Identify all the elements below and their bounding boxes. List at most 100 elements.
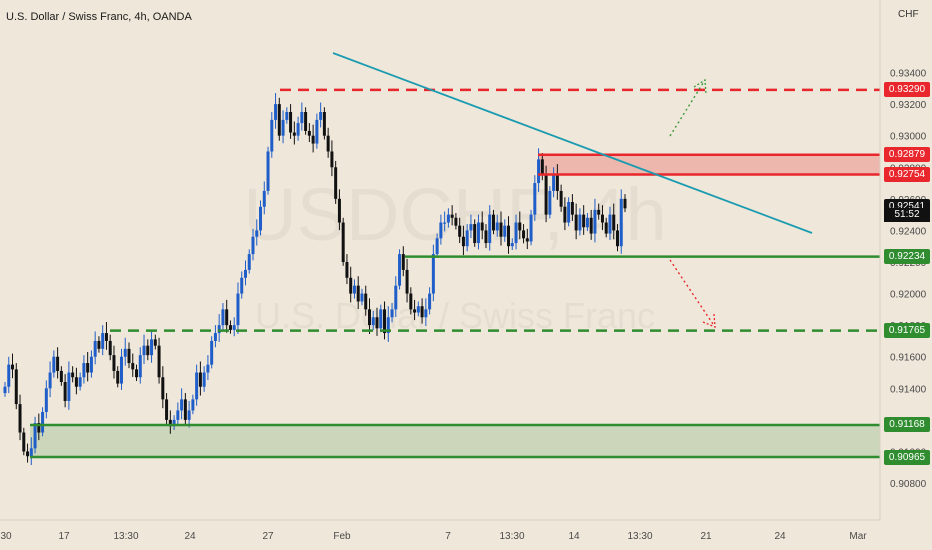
y-tick-label: 0.92400 (890, 226, 927, 237)
candle-body (413, 309, 417, 313)
x-tick-label: 17 (58, 531, 70, 542)
candle-body (14, 369, 18, 405)
candle-body (615, 230, 619, 247)
y-tick-label: 0.90800 (890, 479, 927, 490)
x-tick-label: 14 (568, 531, 580, 542)
x-tick-label: 30 (0, 531, 12, 542)
levels-layer (30, 88, 880, 459)
candle-body (243, 269, 247, 278)
candle-body (198, 372, 202, 387)
candle-body (37, 423, 41, 433)
candle-body (150, 339, 154, 356)
candle-body (379, 309, 383, 329)
candle-body (450, 214, 454, 218)
candle-body (135, 369, 139, 378)
candle-body (473, 224, 477, 244)
candle-body (123, 348, 127, 357)
candle-body (3, 386, 7, 394)
y-tick-label: 0.92000 (890, 290, 927, 301)
candle-body (548, 190, 552, 215)
candle-body (499, 222, 503, 237)
candle-body (352, 285, 356, 294)
price-tag-0-92234: 0.92234 (884, 249, 930, 265)
candle-body (176, 410, 180, 420)
candle-body (255, 230, 259, 237)
candle-body (461, 236, 465, 247)
candle-body (488, 214, 492, 244)
candle-body (390, 309, 394, 318)
price-tag-0-92879: 0.92879 (884, 147, 930, 163)
candle-body (578, 214, 582, 231)
candle-body (567, 202, 571, 223)
trendline[interactable] (332, 52, 813, 234)
price-tag-0-91765: 0.91765 (884, 323, 930, 339)
support-zone-1 (30, 424, 880, 457)
candle-body (138, 355, 142, 378)
candle-body (281, 119, 285, 136)
candle-body (262, 190, 266, 207)
bar-countdown: 51:52 (884, 208, 930, 222)
candles-layer (3, 93, 627, 466)
candle-body (537, 159, 541, 184)
projection-up (669, 78, 707, 137)
watermark-symbol: USDCHF, 4h (243, 173, 667, 256)
candle-body (612, 214, 616, 231)
candle-body (213, 333, 217, 341)
candle-body (514, 222, 518, 244)
candle-body (161, 377, 165, 400)
price-tag-0-91168: 0.91168 (884, 417, 930, 433)
candle-body (458, 225, 462, 237)
candle-body (563, 206, 567, 223)
candle-body (604, 222, 608, 234)
candle-body (285, 112, 289, 120)
candle-body (533, 183, 537, 215)
resistance-zone-0 (538, 154, 880, 175)
candle-body (22, 432, 26, 452)
candle-body (544, 175, 548, 215)
candle-body (367, 309, 371, 326)
candle-body (93, 340, 97, 357)
candle-body (168, 419, 172, 427)
candle-body (266, 151, 270, 191)
candle-body (307, 130, 311, 136)
y-tick-label: 0.91400 (890, 384, 927, 395)
candle-body (56, 356, 60, 371)
candle-body (555, 175, 559, 191)
candle-body (559, 190, 563, 207)
candle-body (119, 356, 123, 384)
candle-body (398, 254, 402, 286)
candle-body (67, 372, 71, 401)
candle-body (491, 214, 495, 231)
candle-body (585, 217, 589, 228)
candle-body (435, 238, 439, 255)
candle-body (593, 209, 597, 234)
candle-body (600, 214, 604, 223)
candle-body (296, 123, 300, 136)
candle-body (101, 333, 105, 349)
candle-body (349, 277, 353, 294)
candle-body (225, 309, 229, 326)
candle-body (454, 217, 458, 226)
candle-body (236, 293, 240, 326)
candle-body (300, 112, 304, 124)
candle-body (127, 348, 131, 364)
candle-body (172, 419, 176, 427)
x-tick-label: 24 (774, 531, 786, 542)
candle-body (529, 214, 533, 242)
candle-body (341, 222, 345, 262)
time-axis[interactable]: 30 17 13:30 24 27 Feb 7 13:30 14 13:30 21 24 Mar (0, 531, 867, 542)
candle-body (570, 202, 574, 215)
candle-body (82, 363, 86, 378)
candle-body (525, 238, 529, 242)
plot-background (0, 0, 880, 520)
watermark-name: U.S. Dollar / Swiss Franc (255, 295, 655, 336)
candle-body (356, 285, 360, 302)
candle-body (89, 356, 93, 373)
candle-body (345, 262, 349, 278)
projection-down (669, 259, 716, 329)
candle-body (108, 340, 112, 356)
candle-body (623, 198, 627, 209)
candle-body (195, 372, 199, 400)
candle-body (259, 206, 263, 231)
